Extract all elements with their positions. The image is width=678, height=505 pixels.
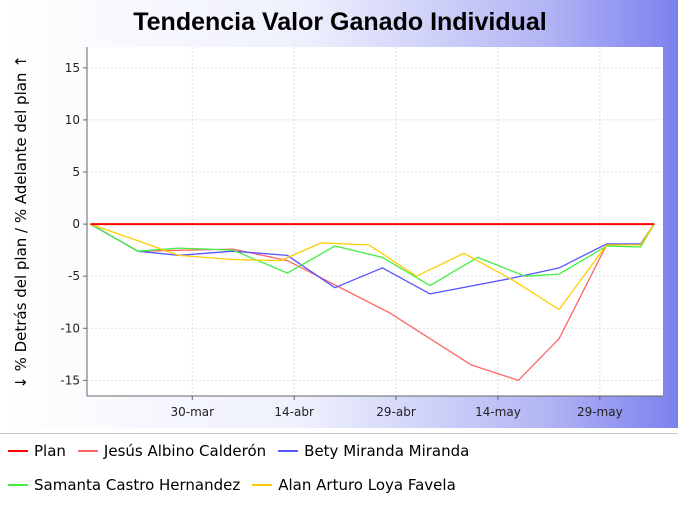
legend-swatch <box>252 484 273 486</box>
legend-label: Samanta Castro Hernandez <box>34 476 241 494</box>
legend-row-2: Samanta Castro Hernandez Alan Arturo Loy… <box>8 476 468 494</box>
y-tick-label: 5 <box>72 165 80 179</box>
legend-label: Jesús Albino Calderón <box>103 442 267 460</box>
legend-swatch <box>278 450 299 452</box>
legend-swatch <box>8 450 28 452</box>
series-line-samanta-castro-hernandez <box>90 223 655 287</box>
legend-swatch <box>8 484 28 486</box>
chart-title: Tendencia Valor Ganado Individual <box>133 8 547 36</box>
legend-label: Bety Miranda Miranda <box>304 442 470 460</box>
chart-svg: Tendencia Valor Ganado Individual 15 10 5 0… <box>12 8 663 419</box>
y-tick-label: -5 <box>68 269 80 283</box>
series-lines <box>90 223 655 382</box>
legend-swatch <box>77 450 98 452</box>
y-axis-label: ↓ % Detrás del plan / % Adelante del pla… <box>12 55 30 389</box>
y-tick-label: 0 <box>72 217 80 231</box>
legend: Plan Jesús Albino Calderón Bety Miranda … <box>0 433 678 505</box>
x-tick-label: 29-may <box>577 405 623 419</box>
plot-area <box>87 47 663 396</box>
x-tick-label: 30-mar <box>170 405 214 419</box>
y-tick-label: 15 <box>65 61 80 75</box>
legend-row-1: Plan Jesús Albino Calderón Bety Miranda … <box>8 442 481 460</box>
legend-label: Plan <box>34 442 66 460</box>
y-tick-label: 10 <box>65 113 80 127</box>
y-tick-label: -10 <box>60 321 80 335</box>
y-tick-label: -15 <box>60 373 80 387</box>
legend-label: Alan Arturo Loya Favela <box>278 476 456 494</box>
x-axis-ticks: 30-mar 14-abr 29-abr 14-may 29-may <box>170 396 623 419</box>
y-axis-ticks: 15 10 5 0 -5 -10 -15 <box>60 61 87 387</box>
legend-item-jesus: Jesús Albino Calderón <box>77 442 267 460</box>
x-tick-label: 14-abr <box>274 405 314 419</box>
legend-item-alan: Alan Arturo Loya Favela <box>252 476 456 494</box>
legend-item-plan: Plan <box>8 442 66 460</box>
x-tick-label: 14-may <box>475 405 521 419</box>
legend-item-bety: Bety Miranda Miranda <box>278 442 469 460</box>
x-tick-label: 29-abr <box>376 405 416 419</box>
legend-item-samanta: Samanta Castro Hernandez <box>8 476 240 494</box>
series-line-alan-arturo-loya-favela <box>90 223 655 311</box>
